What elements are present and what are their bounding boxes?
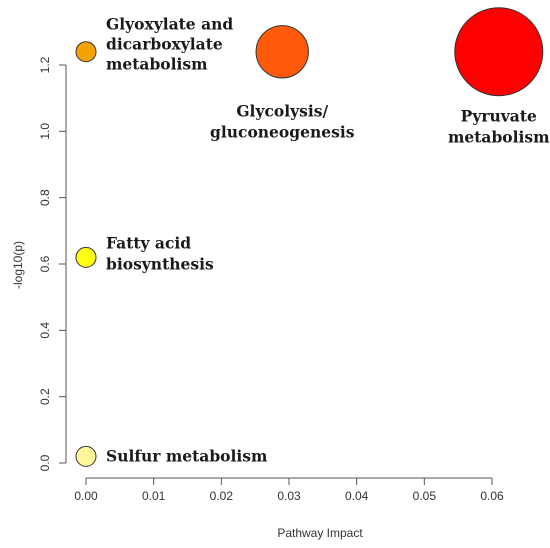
pathway-label-line: metabolism — [106, 55, 208, 74]
x-tick-label: 0.03 — [277, 489, 301, 503]
y-tick-label: 0.4 — [38, 322, 52, 339]
x-tick-label: 0.01 — [142, 489, 166, 503]
pathway-label: Glyoxylate and dicarboxylate metabolism — [106, 15, 233, 74]
pathway-bubble — [75, 41, 97, 63]
y-tick-label: 1.2 — [38, 56, 52, 73]
pathway-label: Glycolysis/gluconeogenesis — [210, 102, 355, 142]
pathway-bubble — [75, 246, 97, 268]
pathway-label-line: metabolism — [448, 128, 550, 147]
plot-area: Glyoxylate and dicarboxylate metabolismGly… — [75, 7, 550, 467]
pathway-label-line: dicarboxylate — [106, 35, 223, 54]
pathway-label-line: Glycolysis/ — [236, 102, 328, 121]
y-axis-title: -log10(p) — [11, 241, 25, 289]
pathway-label-line: biosynthesis — [106, 254, 214, 273]
y-tick-label: 0.6 — [38, 255, 52, 272]
x-tick-label: 0.00 — [74, 489, 98, 503]
pathway-label: Sulfur metabolism — [106, 446, 268, 465]
pathway-label: Fatty acid biosynthesis — [106, 233, 214, 273]
pathway-label-line: Sulfur metabolism — [106, 446, 268, 465]
y-tick-label: 0.2 — [38, 388, 52, 405]
pathway-bubble — [255, 25, 309, 79]
x-axis-title: Pathway Impact — [277, 526, 363, 540]
pathway-bubble — [454, 7, 544, 97]
y-axis: 0.0 0.2 0.4 0.6 0.8 1.0 1.2 — [38, 56, 67, 471]
x-tick-label: 0.06 — [480, 489, 504, 503]
y-tick-label: 0.8 — [38, 189, 52, 206]
pathway-label-line: Glyoxylate and — [106, 15, 233, 34]
pathway-label-line: gluconeogenesis — [210, 123, 355, 142]
x-tick-label: 0.04 — [345, 489, 369, 503]
x-axis: 0.00 0.01 0.02 0.03 0.04 0.05 0.06 — [74, 477, 504, 503]
y-tick-label: 1.0 — [38, 123, 52, 140]
x-tick-label: 0.02 — [210, 489, 234, 503]
pathway-label-line: Fatty acid — [106, 233, 191, 252]
x-tick-label: 0.05 — [413, 489, 437, 503]
pathway-label: Pyruvate metabolism — [448, 107, 550, 147]
pathway-bubble — [75, 445, 97, 467]
y-tick-label: 0.0 — [38, 454, 52, 471]
pathway-label-line: Pyruvate — [461, 107, 537, 126]
